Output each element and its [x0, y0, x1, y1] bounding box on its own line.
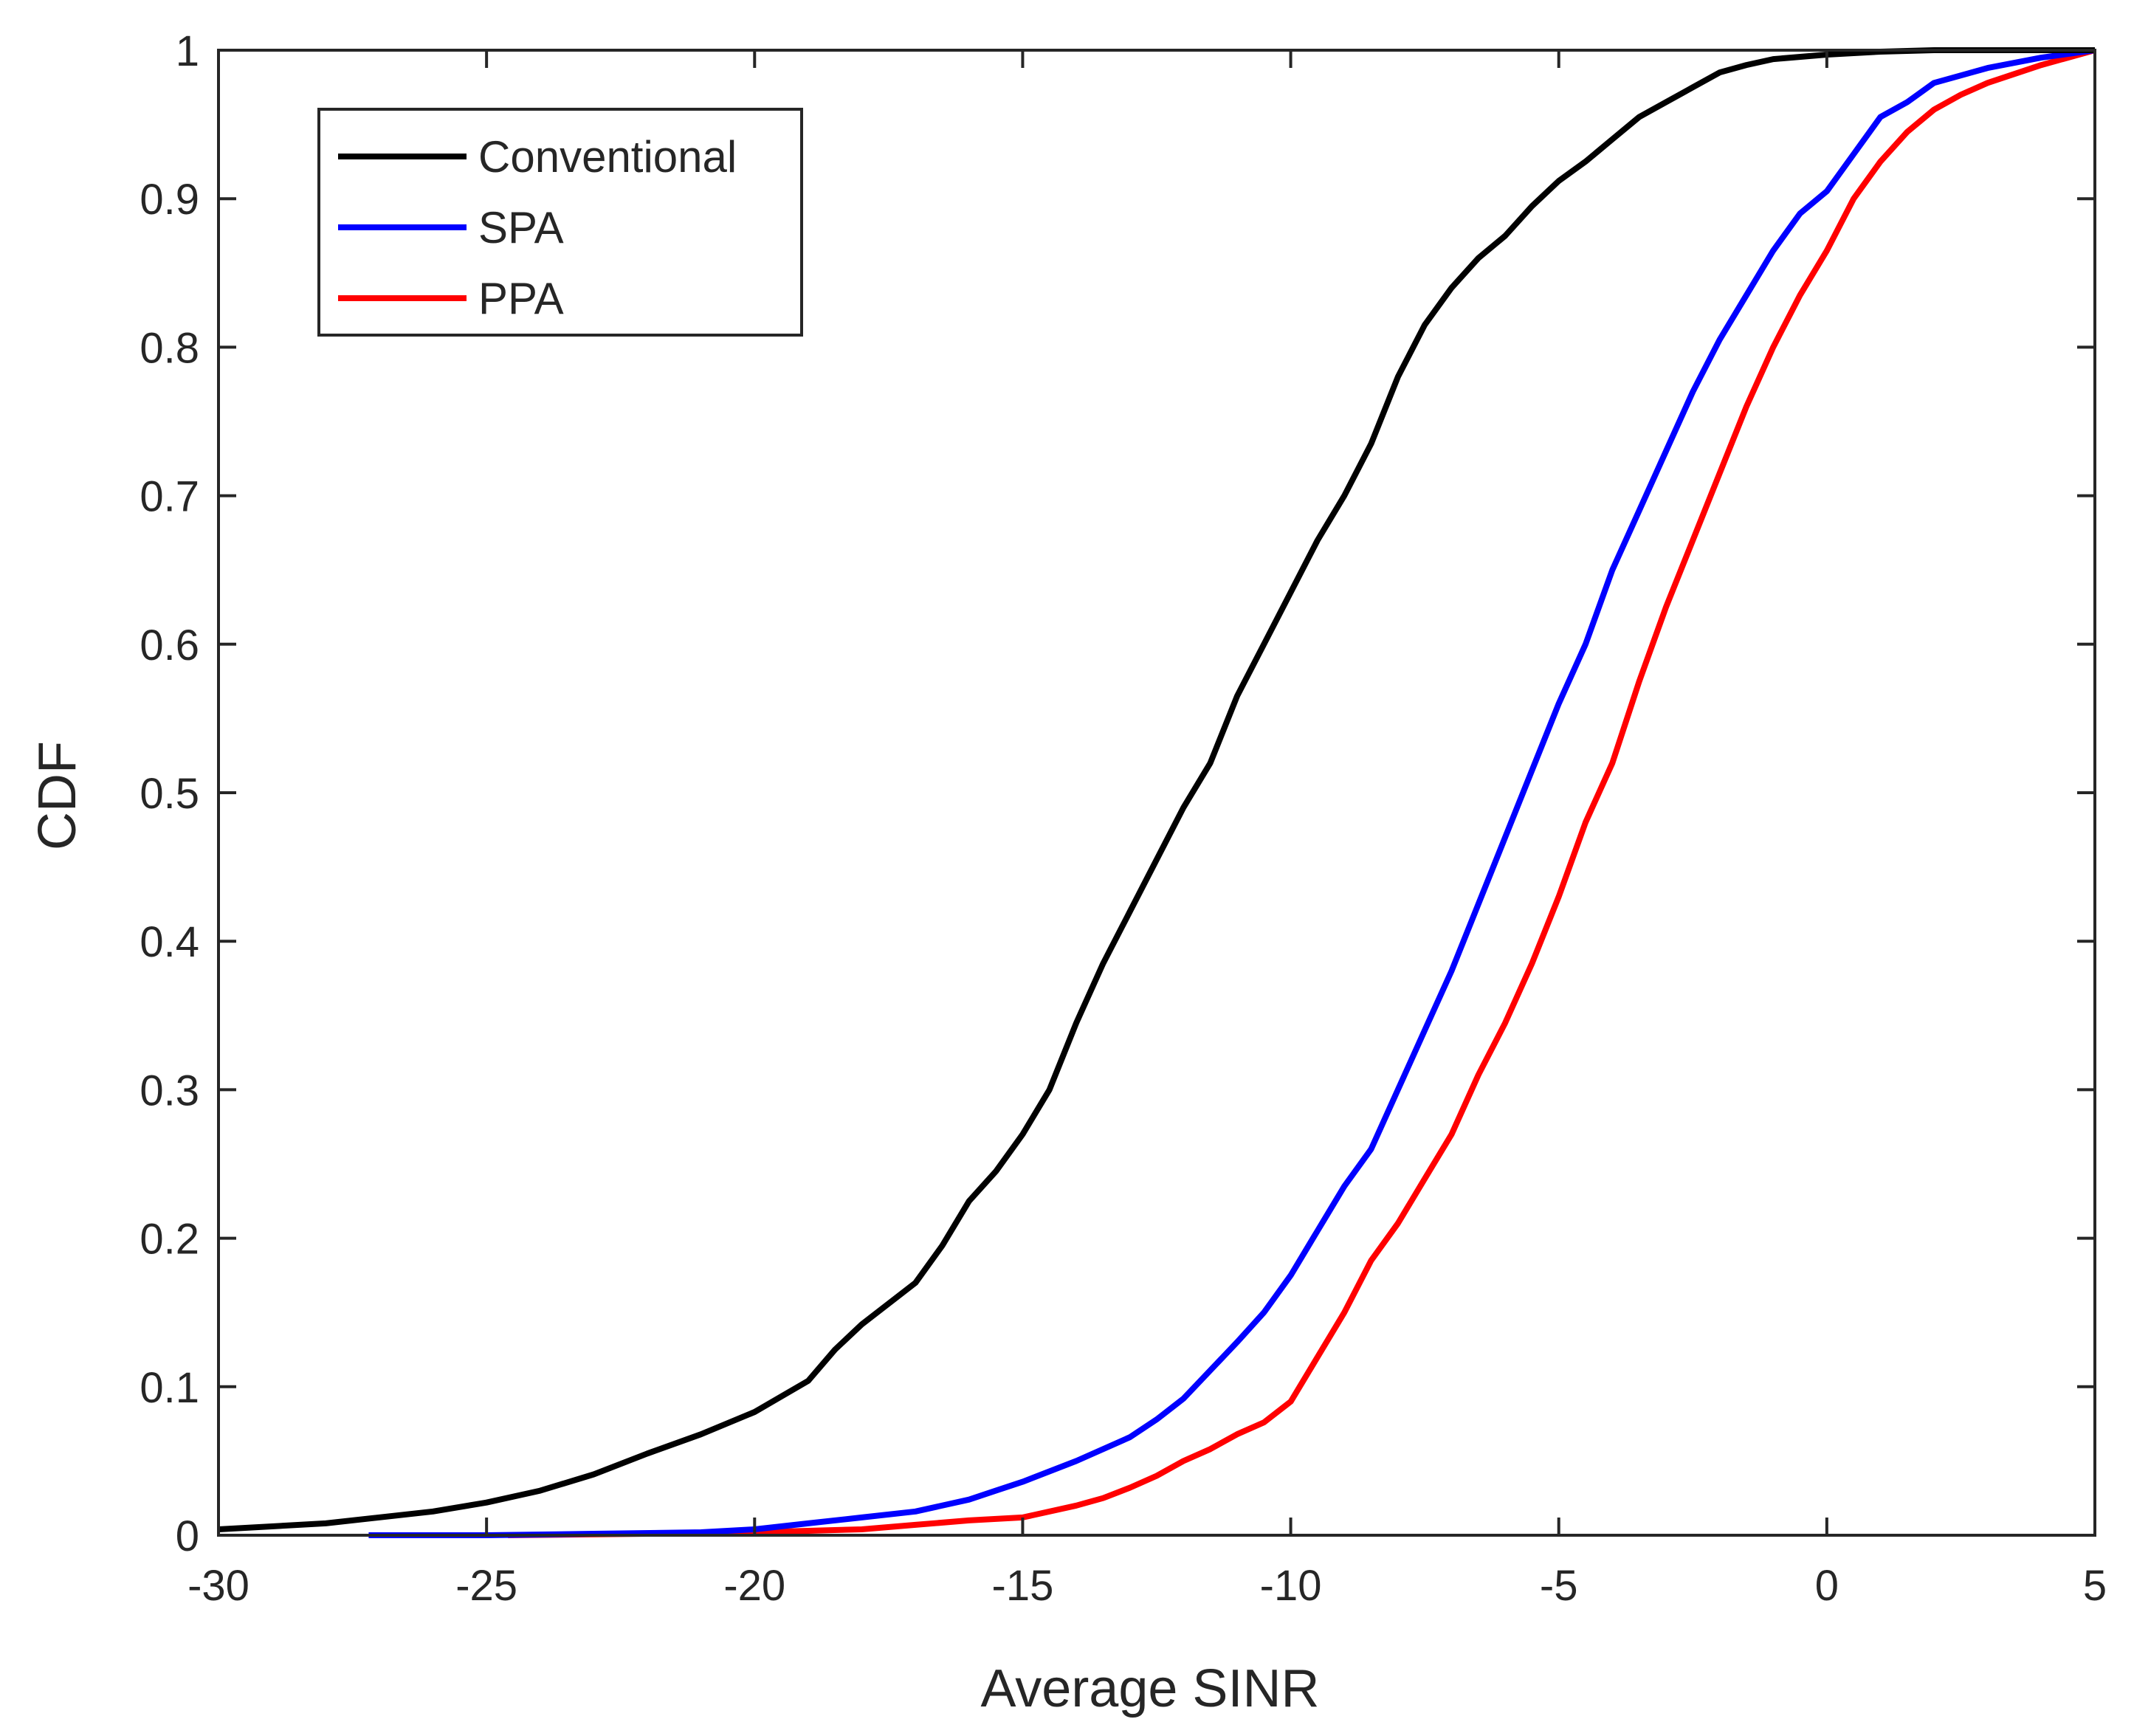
series-line-spa [368, 47, 2096, 1538]
y-tick-label: 0.8 [140, 324, 199, 372]
x-tick-label: 5 [2083, 1562, 2107, 1610]
series-line-ppa [508, 47, 2096, 1538]
y-tick-label: 0.5 [140, 770, 199, 818]
y-tick-label: 0.2 [140, 1216, 199, 1264]
x-tick-label: -10 [1260, 1562, 1322, 1610]
x-tick-label: -30 [187, 1562, 249, 1610]
x-tick-label: 0 [1815, 1562, 1839, 1610]
y-tick-label: 0.6 [140, 621, 199, 669]
y-tick-label: 0.4 [140, 918, 199, 966]
series-layer [218, 47, 2096, 1538]
legend-label-spa: SPA [478, 203, 564, 252]
x-tick-label: -5 [1540, 1562, 1578, 1610]
series-line-conventional [218, 47, 2095, 1532]
legend-label-conventional: Conventional [478, 132, 737, 182]
legend: Conventional SPA PPA [317, 108, 803, 337]
x-tick-label: -25 [455, 1562, 517, 1610]
y-tick-label: 0.3 [140, 1067, 199, 1115]
legend-label-ppa: PPA [478, 274, 564, 323]
y-tick-label: 0.1 [140, 1364, 199, 1412]
y-tick-label: 1 [176, 27, 199, 75]
y-tick-label: 0 [176, 1512, 199, 1560]
x-axis-title: Average SINR [981, 1659, 1320, 1718]
ticks-layer: -30 -25 -20 -15 -10 -5 0 5 0 0.1 0.2 0.3 0.4 0.5 0.6 0.… [140, 27, 2107, 1610]
x-tick-label: -20 [723, 1562, 785, 1610]
y-tick-label: 0.7 [140, 473, 199, 521]
y-axis-title: CDF [28, 741, 87, 850]
y-tick-label: 0.9 [140, 176, 199, 224]
x-tick-label: -15 [992, 1562, 1054, 1610]
